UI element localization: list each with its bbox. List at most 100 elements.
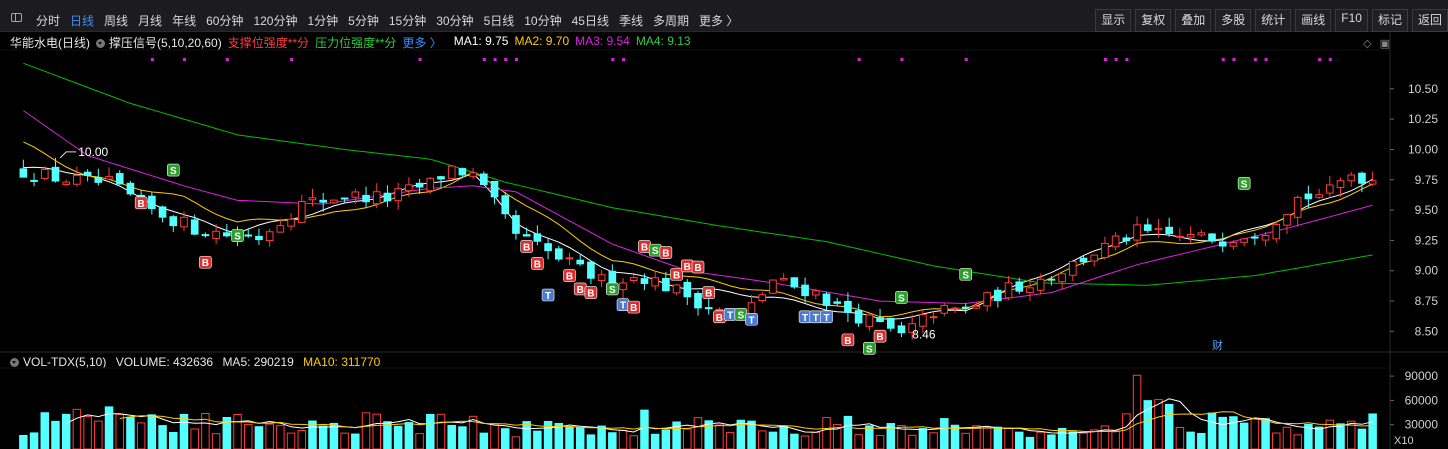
signal-label-20: B [716, 313, 723, 324]
signal-dot-16 [1125, 58, 1129, 61]
signal-label-11: T [620, 301, 626, 312]
price-legend: 华能水电(日线) 撑压信号(5,10,20,60) 支撑位强度**分 压力位强度… [10, 34, 697, 51]
candle-body-97 [1058, 273, 1066, 283]
tab-15[interactable]: 多周期 [652, 14, 689, 28]
volume-bar-0 [19, 435, 28, 449]
signal-marker-32 [1237, 177, 1251, 190]
tab-4[interactable]: 年线 [172, 14, 197, 28]
more-link[interactable]: 更多 〉 [402, 36, 442, 50]
candle-body-74 [811, 290, 820, 296]
tab-13[interactable]: 45日线 [571, 14, 609, 28]
volume-indicator[interactable]: VOL-TDX(5,10) [10, 355, 106, 369]
signal-label-9: B [587, 289, 594, 300]
signal-dot-18 [1232, 58, 1236, 61]
volume-bar-95 [1036, 431, 1045, 449]
tab-1[interactable]: 日线 [70, 14, 95, 28]
tab-16[interactable]: 更多 〉 [699, 14, 739, 28]
signal-marker-30 [895, 291, 908, 304]
volume-bar-43 [479, 432, 489, 449]
maximize-icon[interactable]: ▣ [1379, 38, 1390, 50]
signal-label-22: S [737, 310, 744, 321]
volume-bar-126 [1368, 413, 1377, 449]
volume-bar-60 [661, 429, 671, 449]
indicator-name[interactable]: 撑压信号(5,10,20,60) [96, 34, 222, 51]
signal-label-31: S [962, 270, 969, 281]
volume-bar-121 [1314, 426, 1324, 449]
candle-body-41 [458, 168, 467, 176]
signal-marker-5 [531, 257, 544, 270]
tab-0[interactable]: 分时 [36, 14, 61, 28]
tab-7[interactable]: 1分钟 [307, 14, 339, 28]
volume-bar-18 [211, 433, 221, 449]
stock-title: 华能水电(日线) [10, 36, 90, 50]
volume-bar-61 [672, 421, 681, 449]
tab-2[interactable]: 周线 [104, 14, 129, 28]
volume-bar-25 [286, 432, 296, 449]
tool-button-8[interactable]: 返回 [1411, 9, 1448, 32]
volume-indicator-label: VOL-TDX(5,10) [23, 355, 107, 369]
sidebar-toggle-icon[interactable] [11, 13, 22, 22]
period-tabs: 分时 日线 周线 月线 年线 60分钟 120分钟 1分钟 5分钟 15分钟 30分钟 5日线 10分钟… [36, 12, 738, 29]
tab-14[interactable]: 季线 [618, 14, 643, 28]
candle-body-36 [405, 184, 413, 192]
price-tick-label-4: 9.50 [1415, 203, 1439, 217]
tab-12[interactable]: 10分钟 [524, 14, 562, 28]
price-tick-label-6: 9.00 [1415, 264, 1439, 278]
signal-label-0: S [170, 166, 177, 177]
tab-5[interactable]: 60分钟 [206, 14, 244, 28]
volume-bar-11 [136, 422, 146, 449]
tool-button-4[interactable]: 统计 [1255, 9, 1292, 32]
candle-body-3 [51, 166, 60, 182]
volume-bar-8 [104, 406, 114, 449]
tool-button-0[interactable]: 显示 [1095, 9, 1132, 32]
tab-10[interactable]: 30分钟 [436, 14, 474, 28]
candle-body-15 [180, 216, 188, 228]
candle-body-122 [1325, 184, 1334, 194]
price-tick-label-7: 8.75 [1415, 294, 1439, 308]
candle-body-87 [951, 307, 959, 310]
signal-marker-16 [670, 268, 683, 281]
volume-bar-105 [1143, 400, 1153, 449]
signal-label-28: S [866, 344, 873, 355]
tab-8[interactable]: 5分钟 [348, 14, 379, 28]
candle-body-59 [651, 277, 659, 287]
tab-11[interactable]: 5日线 [483, 14, 515, 28]
volume-bar-51 [565, 426, 574, 449]
tool-button-5[interactable]: 画线 [1295, 9, 1332, 32]
candle-body-35 [394, 188, 402, 202]
candle-body-83 [908, 323, 916, 333]
tool-button-6[interactable]: F10 [1335, 9, 1368, 32]
volume-bar-54 [597, 425, 606, 449]
volume-bar-101 [1100, 425, 1110, 449]
volume-bar-7 [94, 420, 103, 449]
tool-button-1[interactable]: 复权 [1135, 9, 1172, 32]
tool-button-7[interactable]: 标记 [1371, 9, 1408, 32]
tab-9[interactable]: 15分钟 [388, 14, 427, 28]
diamond-icon[interactable]: ◇ [1363, 38, 1372, 50]
price-tick-label-1: 10.25 [1408, 112, 1438, 126]
candle-body-84 [919, 314, 927, 327]
volume-bar-24 [276, 425, 285, 449]
volume-bar-124 [1346, 420, 1356, 449]
volume-bar-31 [351, 433, 360, 449]
volume-bar-91 [993, 426, 1003, 449]
candle-body-56 [619, 282, 627, 291]
tool-button-3[interactable]: 多股 [1215, 9, 1252, 32]
signal-dot-20 [1264, 58, 1268, 61]
candle-body-4 [62, 181, 71, 185]
volume-bar-102 [1111, 430, 1120, 449]
volume-bar-47 [522, 421, 531, 449]
signal-label-14: S [652, 246, 659, 257]
tab-3[interactable]: 月线 [138, 14, 163, 28]
signal-dot-11 [857, 58, 861, 61]
volume-bar-37 [415, 433, 424, 449]
volume-bar-99 [1079, 432, 1088, 449]
tool-button-2[interactable]: 叠加 [1175, 9, 1212, 32]
signal-label-23: T [748, 315, 754, 326]
signal-marker-18 [691, 260, 705, 274]
candle-body-27 [308, 197, 317, 201]
candle-body-10 [126, 182, 135, 195]
tab-6[interactable]: 120分钟 [253, 14, 298, 28]
candle-body-107 [1165, 226, 1174, 234]
